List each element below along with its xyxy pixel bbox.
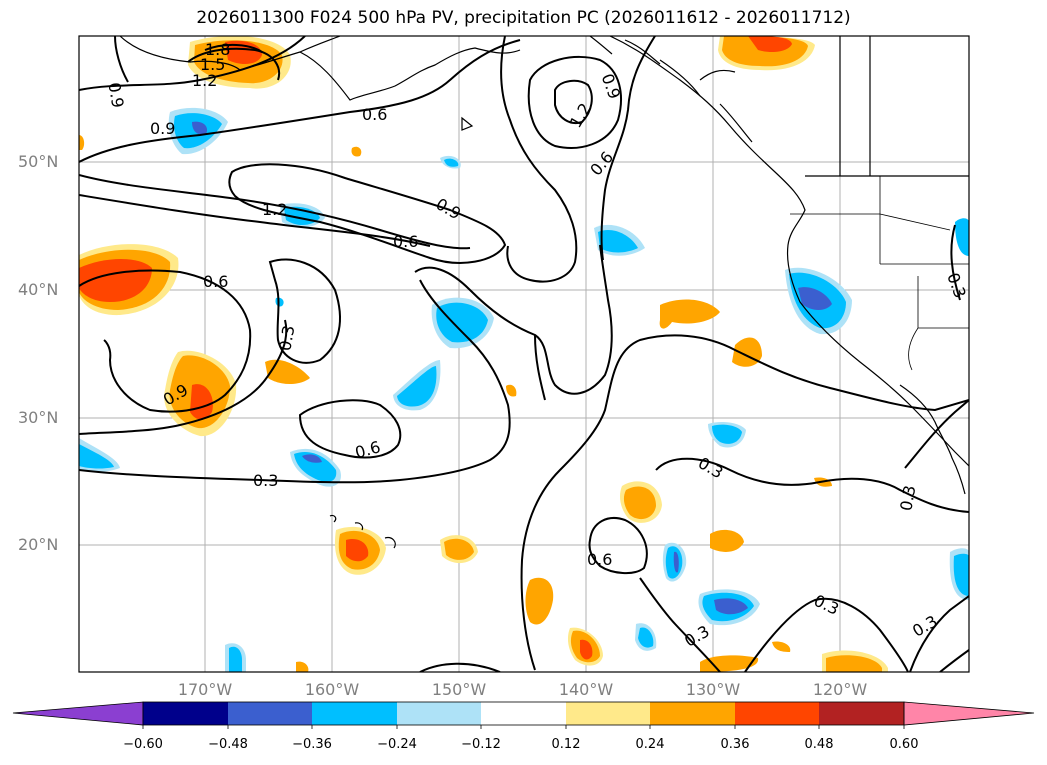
colorbar-bin [228,702,312,725]
state-borders [790,176,969,371]
contour-label: 0.6 [203,272,228,291]
contour-label: 0.3 [695,453,727,482]
contour-label: 0.9 [104,81,127,109]
colorbar-tick-label: −0.48 [208,737,248,752]
colorbar-tick-label: −0.12 [461,737,501,752]
colorbar-tick-label: 0.60 [889,737,919,752]
lon-label-130w: 130°W [685,680,741,699]
colorbar-bin [735,702,819,725]
lon-label-170w: 170°W [177,680,233,699]
colorbar-bin [566,702,650,725]
contour-label: 0.6 [586,148,617,180]
contour-label: 0.9 [150,119,175,138]
colorbar-tick-label: 0.36 [720,737,750,752]
colorbar-tick-label: 0.48 [804,737,834,752]
colorbar-extend-min [12,701,144,726]
colorbar-bin [397,702,481,725]
contour-label: 1.8 [205,40,230,59]
map-title: 2026011300 F024 500 hPa PV, precipitatio… [196,8,851,28]
lat-label-20n: 20°N [18,535,59,554]
lon-label-150w: 150°W [431,680,487,699]
contour-label: 0.3 [943,270,970,300]
colorbar-bin [650,702,735,725]
pv-contours [79,36,969,672]
colorbar-tick-label: −0.36 [292,737,332,752]
contour-label: 0.3 [811,591,842,619]
colorbar-bin [312,702,397,725]
colorbar-tick-label: 0.24 [635,737,665,752]
country-borders [805,36,969,177]
colorbar-tick-label: 0.12 [551,737,581,752]
lon-label-140w: 140°W [558,680,614,699]
lat-label-50n: 50°N [18,152,59,171]
lat-label-30n: 30°N [18,408,59,427]
colorbar-bin [819,702,904,725]
contour-label: 0.6 [587,550,612,569]
contour-label: 1.2 [192,71,217,90]
contour-label: 0.6 [353,437,383,462]
contour-label: 0.3 [253,471,278,490]
negative-anomaly-patches [79,107,969,672]
contour-label: 1.2 [262,200,287,219]
contour-label: 0.6 [362,105,387,124]
contour-label: 0.3 [681,621,713,650]
precipitation-shading [79,36,969,672]
map-frame [78,35,970,673]
colorbar-bin [481,702,566,725]
lon-label-120w: 120°W [812,680,868,699]
contour-label: 1.5 [200,55,225,74]
contour-label: 0.6 [393,232,418,251]
colorbar [12,701,1035,729]
contour-label: 0.3 [909,611,941,640]
contour-label: 0.3 [896,484,919,512]
coastlines [119,36,969,549]
colorbar-extend-max [903,701,1035,726]
colorbar-tick-label: −0.24 [377,737,417,752]
contour-label: 0.3 [275,324,298,352]
lon-label-160w: 160°W [304,680,360,699]
colorbar-bin [143,702,228,725]
colorbar-tick-label: −0.60 [123,737,163,752]
lat-label-40n: 40°N [18,280,59,299]
